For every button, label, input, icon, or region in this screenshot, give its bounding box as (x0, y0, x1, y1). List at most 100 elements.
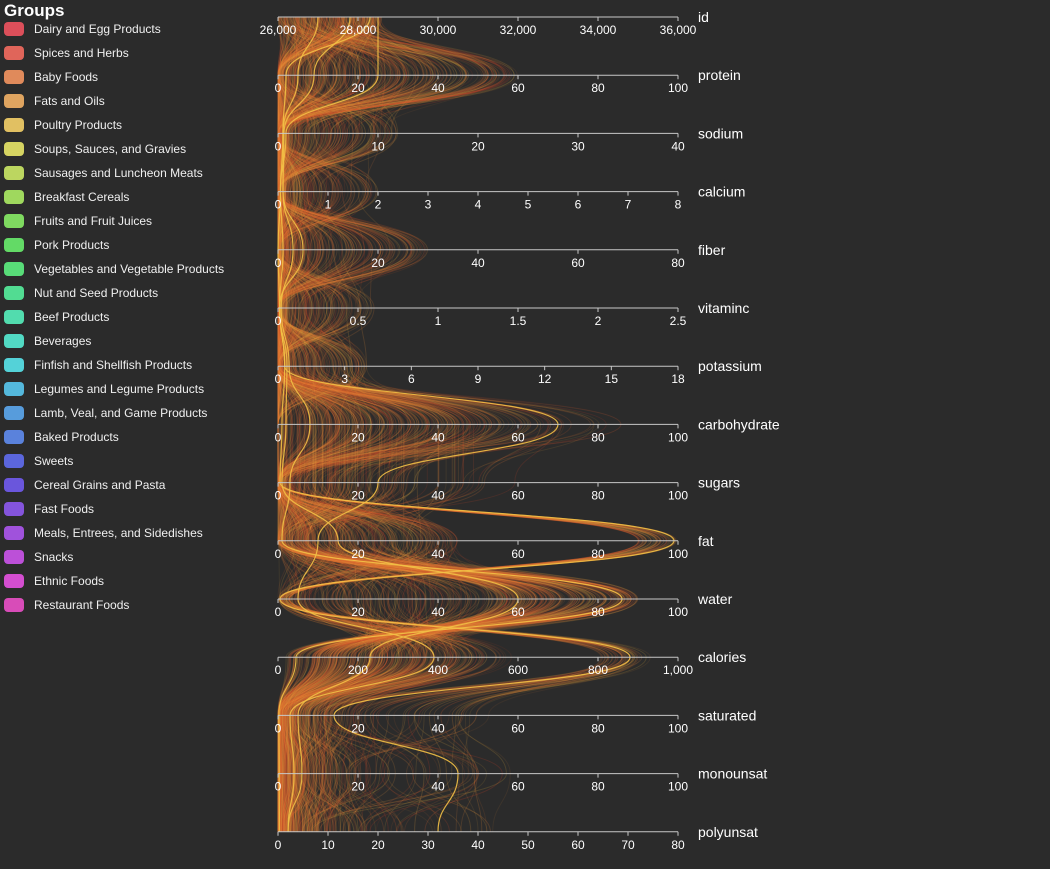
record-line (277, 16, 562, 832)
tick-label: 28,000 (340, 23, 377, 37)
record-line (277, 16, 502, 832)
record-line (277, 16, 497, 832)
legend-item[interactable]: Fruits and Fruit Juices (4, 212, 152, 230)
legend-item[interactable]: Ethnic Foods (4, 572, 104, 590)
record-line (278, 16, 479, 832)
record-line (277, 16, 497, 832)
record-line (277, 16, 504, 832)
axis-title: saturated (698, 707, 756, 723)
tick-label: 0 (275, 198, 282, 212)
legend-label: Cereal Grains and Pasta (34, 478, 166, 492)
legend-item[interactable]: Spices and Herbs (4, 44, 129, 62)
tick-label: 40 (471, 256, 485, 270)
axis-sodium: sodium 0 10 20 30 40 (275, 125, 743, 153)
tick-label: 20 (351, 489, 365, 503)
record-line (277, 16, 498, 832)
legend-item[interactable]: Fast Foods (4, 500, 94, 518)
record-line (277, 16, 659, 832)
tick-label: 60 (511, 81, 525, 95)
tick-label: 100 (668, 780, 688, 794)
axis-fiber: fiber 0 20 40 60 80 (275, 242, 726, 270)
record-line (277, 16, 650, 832)
record-line (277, 16, 448, 832)
tick-label: 0.5 (350, 314, 367, 328)
record-line (277, 16, 428, 832)
record-line (277, 16, 471, 832)
tick-label: 2.5 (670, 314, 687, 328)
legend-item[interactable]: Breakfast Cereals (4, 188, 129, 206)
legend-item[interactable]: Dairy and Egg Products (4, 20, 161, 38)
record-line (277, 16, 458, 832)
record-line (277, 16, 621, 832)
record-line (280, 16, 486, 832)
legend-item[interactable]: Beef Products (4, 308, 109, 326)
record-line (277, 16, 592, 832)
axis-title: water (697, 591, 733, 607)
record-line (277, 16, 529, 832)
legend-swatch (4, 430, 24, 444)
legend-item[interactable]: Baked Products (4, 428, 119, 446)
legend-item[interactable]: Lamb, Veal, and Game Products (4, 404, 207, 422)
legend-item[interactable]: Nut and Seed Products (4, 284, 158, 302)
legend-item[interactable]: Fats and Oils (4, 92, 105, 110)
tick-label: 20 (371, 838, 385, 852)
record-line (277, 16, 468, 832)
legend-item[interactable]: Poultry Products (4, 116, 122, 134)
tick-label: 80 (591, 430, 605, 444)
profile-line (278, 16, 559, 832)
tick-label: 60 (511, 489, 525, 503)
record-line (277, 16, 503, 832)
legend-item[interactable]: Finfish and Shellfish Products (4, 356, 192, 374)
legend-swatch (4, 262, 24, 276)
axis-protein: protein 0 20 40 60 80 100 (275, 67, 741, 95)
tick-label: 0 (275, 663, 282, 677)
legend-item[interactable]: Beverages (4, 332, 91, 350)
record-line (277, 16, 506, 832)
record-line (277, 16, 475, 832)
legend-item[interactable]: Soups, Sauces, and Gravies (4, 140, 186, 158)
tick-label: 0 (275, 139, 282, 153)
axes-layer: id 26,000 28,000 30,000 32,000 34,000 36,000 pr… (260, 9, 780, 852)
legend-item[interactable]: Baby Foods (4, 68, 98, 86)
legend-label: Ethnic Foods (34, 574, 105, 588)
legend-swatch (4, 454, 24, 468)
legend-item[interactable]: Snacks (4, 548, 73, 566)
tick-label: 20 (351, 81, 365, 95)
record-line (277, 16, 524, 832)
record-line (277, 16, 594, 832)
legend-item[interactable]: Vegetables and Vegetable Products (4, 260, 224, 278)
record-line (277, 16, 467, 832)
tick-label: 34,000 (580, 23, 617, 37)
legend-label: Restaurant Foods (34, 598, 130, 612)
record-line (277, 16, 612, 832)
record-line (277, 16, 620, 832)
legend-swatch (4, 358, 24, 372)
record-line (277, 16, 471, 832)
legend-item[interactable]: Legumes and Legume Products (4, 380, 204, 398)
legend-swatch (4, 214, 24, 228)
axis-polyunsat: polyunsat 0 10 20 30 40 50 60 70 80 (275, 824, 758, 852)
record-line (280, 16, 580, 832)
tick-label: 100 (668, 605, 688, 619)
legend-item[interactable]: Cereal Grains and Pasta (4, 476, 165, 494)
legend-item[interactable]: Sausages and Luncheon Meats (4, 164, 203, 182)
record-line (277, 16, 634, 832)
legend-item[interactable]: Restaurant Foods (4, 596, 129, 614)
tick-label: 600 (508, 663, 528, 677)
legend-label: Nut and Seed Products (34, 286, 159, 300)
record-line (277, 16, 502, 832)
record-line (277, 16, 537, 832)
record-line (277, 16, 470, 832)
record-line (277, 16, 554, 832)
legend-item[interactable]: Meals, Entrees, and Sidedishes (4, 524, 203, 542)
record-line (277, 16, 488, 832)
tick-label: 0 (275, 838, 282, 852)
legend-swatch (4, 238, 24, 252)
legend-item[interactable]: Pork Products (4, 236, 109, 254)
tick-label: 0 (275, 489, 282, 503)
legend-label: Baby Foods (34, 70, 99, 84)
record-line (277, 16, 578, 832)
legend-label: Fruits and Fruit Juices (34, 214, 153, 228)
record-line (277, 16, 451, 832)
legend-item[interactable]: Sweets (4, 452, 73, 470)
